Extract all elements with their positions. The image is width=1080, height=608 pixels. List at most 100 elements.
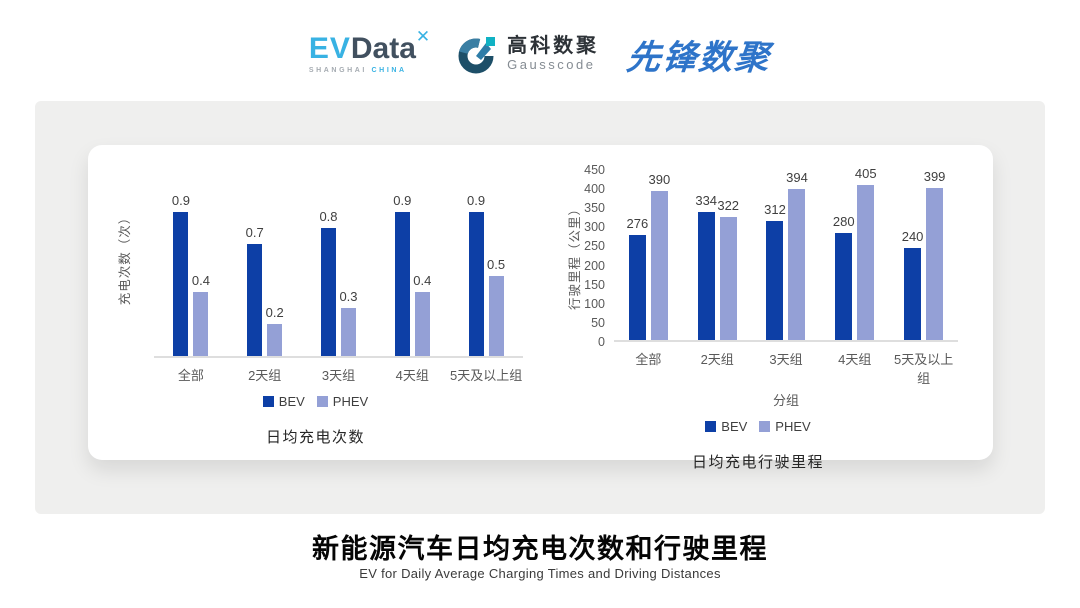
y-tick-label: 100 — [584, 296, 605, 311]
bar-group: 240 399 — [889, 169, 958, 340]
evdata-wordmark: EV Data ✕ — [309, 28, 430, 65]
bev-bar: 240 — [902, 229, 923, 340]
gausscode-g-icon — [458, 37, 496, 74]
bev-bar: 0.7 — [246, 225, 264, 356]
bar-group: 0.9 0.4 — [154, 158, 228, 356]
phev-bar: 0.4 — [413, 273, 431, 356]
bar-value-label: 0.4 — [191, 273, 210, 288]
bar-value-label: 0.2 — [265, 305, 284, 320]
xianfeng-logo: 先锋数聚 — [624, 38, 773, 77]
legend-item-bev: BEV — [705, 419, 747, 434]
bar-value-label: 399 — [923, 168, 946, 184]
bar-value-label: 0.7 — [245, 225, 264, 240]
y-tick-label: 350 — [584, 201, 605, 216]
y-axis: 充电次数（次） — [108, 158, 154, 358]
x-category-label: 3天组 — [769, 352, 803, 367]
x-category-label: 4天组 — [838, 352, 872, 367]
legend: BEV PHEV — [558, 419, 958, 434]
evdata-shanghai-text: SHANGHAI — [308, 67, 367, 74]
bev-bar: 312 — [764, 202, 786, 340]
phev-bar: 405 — [855, 166, 877, 340]
x-category-label: 全部 — [635, 352, 662, 367]
bar-group: 280 405 — [820, 166, 889, 340]
y-tick-label: 0 — [598, 335, 605, 349]
evdata-logo: EV Data ✕ SHANGHAI CHINA — [309, 28, 430, 74]
x-category-label: 全部 — [177, 368, 204, 383]
bar-group: 0.9 0.4 — [375, 158, 449, 356]
bar-value-label: 0.9 — [467, 193, 486, 208]
phev-bar: 0.5 — [487, 257, 505, 356]
evdata-subtitle: SHANGHAI CHINA — [309, 67, 430, 74]
bar-value-label: 394 — [786, 170, 808, 186]
bar-value-label: 0.9 — [393, 193, 412, 208]
evdata-data-text: Data — [350, 32, 416, 65]
gausscode-en-text: Gausscode — [507, 57, 596, 73]
plot-area: 0.9 0.4 0.7 0.2 0.8 0.3 0.9 0.4 0.9 0.5 — [154, 158, 523, 358]
page-subtitle: EV for Daily Average Charging Times and … — [359, 566, 721, 581]
y-axis-title: 行驶里程（公里） — [568, 201, 582, 311]
y-tick-label: 200 — [584, 258, 605, 273]
gausscode-text: 高科数聚 Gausscode — [507, 35, 599, 73]
legend-item-phev: PHEV — [759, 419, 811, 434]
x-category-label: 2天组 — [248, 368, 282, 383]
phev-bar: 0.2 — [266, 305, 284, 356]
evdata-star-icon: ✕ — [415, 27, 431, 46]
y-tick-label: 400 — [584, 182, 605, 197]
legend-label: PHEV — [775, 419, 811, 434]
plot-row: 行驶里程（公里） 0 50 100 150 200 250 300 350 400 450 276 39… — [558, 163, 958, 349]
bar-value-label: 280 — [832, 213, 855, 229]
bar-group: 312 394 — [752, 170, 821, 340]
chart-daily-driving-distance: 行驶里程（公里） 0 50 100 150 200 250 300 350 400 450 276 39… — [558, 163, 958, 472]
bar-group: 0.9 0.5 — [449, 158, 523, 356]
legend-label: PHEV — [332, 394, 369, 409]
gausscode-logo: 高科数聚 Gausscode — [458, 34, 599, 74]
bev-bar: 280 — [833, 214, 855, 340]
y-tick-label: 450 — [584, 163, 605, 177]
legend-label: BEV — [278, 394, 305, 409]
plot-area: 276 390 334 322 312 394 280 405 240 399 — [614, 166, 958, 342]
bar-value-label: 405 — [854, 166, 877, 182]
phev-bar: 0.4 — [192, 273, 210, 356]
phev-bar: 399 — [924, 169, 945, 340]
x-category-label: 5天及以上组 — [893, 352, 954, 386]
legend: BEV PHEV — [108, 394, 523, 409]
bar-value-label: 0.5 — [487, 257, 506, 272]
chart-daily-charging-times: 充电次数（次） 0.9 0.4 0.7 0.2 0.8 0.3 0.9 0.4 0.9 0.5 全部 2… — [108, 158, 523, 447]
bev-bar: 0.8 — [319, 209, 338, 356]
category-row: 全部 2天组 3天组 4天组 5天及以上组 — [614, 342, 958, 387]
bar-value-label: 390 — [648, 171, 671, 187]
bev-bar: 276 — [627, 216, 648, 340]
category-row: 全部 2天组 3天组 4天组 5天及以上组 — [154, 358, 523, 384]
bar-value-label: 0.4 — [413, 273, 432, 288]
legend-label: BEV — [721, 419, 748, 434]
x-category-label: 2天组 — [700, 352, 734, 367]
bar-value-label: 276 — [626, 215, 649, 231]
phev-legend-swatch — [316, 396, 328, 407]
y-tick-label: 150 — [584, 277, 605, 292]
chart-title: 日均充电次数 — [265, 429, 365, 446]
phev-bar: 0.3 — [339, 289, 358, 356]
content-panel: 充电次数（次） 0.9 0.4 0.7 0.2 0.8 0.3 0.9 0.4 0.9 0.5 全部 2… — [35, 101, 1045, 514]
bar-value-label: 240 — [901, 229, 924, 245]
legend-item-phev: PHEV — [316, 394, 369, 409]
evdata-china-text: CHINA — [371, 67, 407, 74]
phev-legend-swatch — [759, 421, 771, 432]
phev-bar: 390 — [649, 172, 670, 340]
y-tick-label: 50 — [591, 315, 605, 330]
bar-value-label: 334 — [695, 193, 718, 209]
bar-value-label: 0.8 — [319, 209, 338, 224]
bar-group: 0.7 0.2 — [228, 158, 302, 356]
bev-bar: 0.9 — [172, 193, 190, 356]
y-axis: 行驶里程（公里） 0 50 100 150 200 250 300 350 400 450 — [558, 163, 614, 349]
x-category-label: 3天组 — [321, 368, 356, 383]
bar-value-label: 312 — [764, 201, 786, 217]
bev-bar: 0.9 — [393, 193, 411, 356]
phev-bar: 322 — [717, 198, 739, 340]
bar-value-label: 0.9 — [171, 193, 190, 208]
phev-bar: 394 — [786, 170, 808, 340]
y-tick-label: 300 — [584, 220, 605, 235]
bev-legend-swatch — [262, 396, 274, 407]
y-tick-label: 250 — [584, 239, 605, 254]
x-axis-title: 分组 — [772, 393, 799, 408]
bar-group: 334 322 — [683, 170, 752, 340]
